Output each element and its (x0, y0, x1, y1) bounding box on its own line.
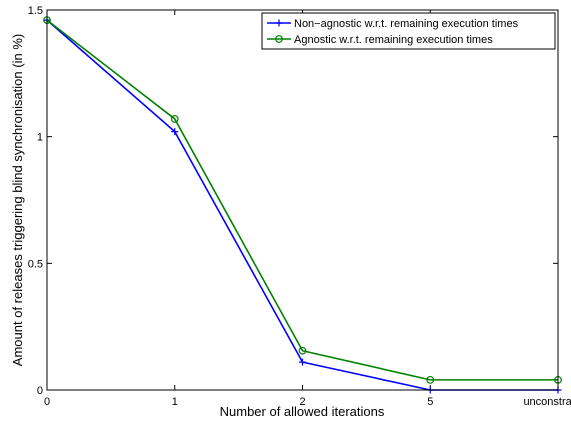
legend-box (261, 12, 556, 50)
x-tick-label: 5 (427, 396, 433, 408)
data-point-non-agnostic (171, 128, 179, 136)
plot-background (47, 10, 558, 390)
legend-marker-plus (275, 19, 283, 27)
y-tick-label: 1 (37, 132, 43, 144)
y-tick-label: 0.5 (28, 258, 43, 270)
legend-marker-circle (275, 35, 283, 43)
data-point-non-agnostic (299, 358, 306, 366)
x-tick-label: unconstrained (523, 396, 571, 408)
x-axis-label: Number of allowed iterations (220, 404, 385, 419)
y-axis-label: Amount of releases triggering blind sync… (10, 34, 25, 366)
series-line-agnostic (46, 19, 558, 381)
legend: Non−agnostic w.r.t. remaining execution … (261, 12, 556, 50)
data-point-agnostic (426, 375, 435, 384)
y-tick-label: 0 (37, 385, 43, 397)
data-point-agnostic (170, 115, 179, 123)
plot-frame (46, 9, 559, 391)
data-point-agnostic (298, 346, 307, 355)
x-tick-label: 1 (172, 396, 178, 408)
legend-label-non-agnostic: Non−agnostic w.r.t. remaining execution … (294, 18, 519, 30)
y-tick-label: 1.5 (28, 5, 43, 17)
x-tick-label: 2 (299, 396, 305, 408)
x-tick-label: 0 (44, 396, 50, 408)
legend-label-agnostic: Agnostic w.r.t. remaining execution time… (294, 34, 493, 46)
